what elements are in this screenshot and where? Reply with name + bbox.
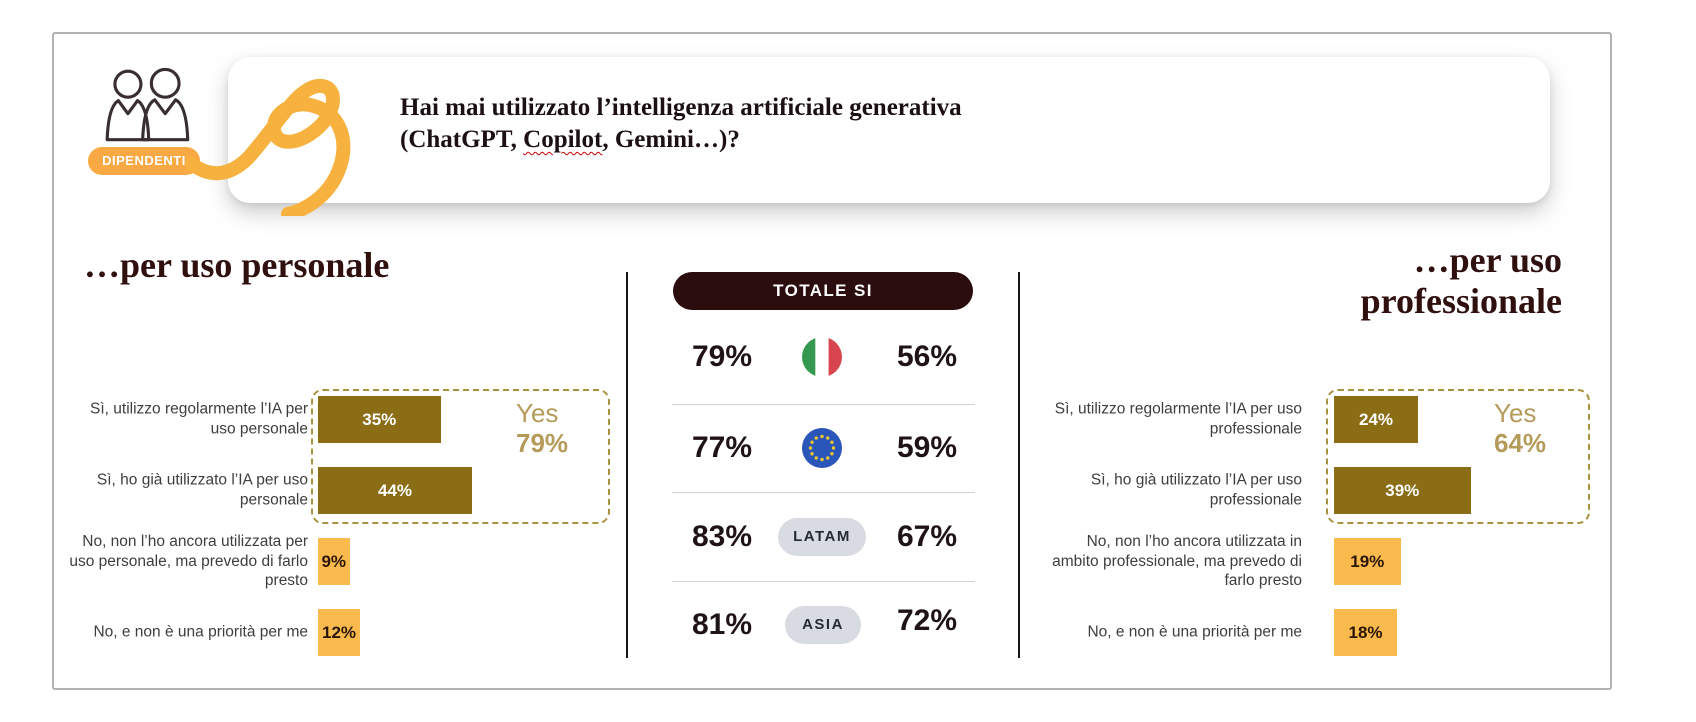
professional-bar: 19% [1334,538,1401,585]
personal-bar: 44% [318,467,472,514]
question-title: Hai mai utilizzato l’intelligenza artifi… [400,92,962,156]
professional-yes-group-box [1326,389,1590,524]
professional-bar: 18% [1334,609,1397,656]
total-professional-value: 59% [896,431,958,464]
total-personal-value: 77% [691,431,753,464]
professional-bar-label: No, e non è una priorità per me [1087,623,1302,641]
latam-region-pill: LATAM [778,518,866,556]
total-personal-value: 83% [691,520,753,553]
total-professional-value: 56% [896,340,958,373]
divider-right [1018,272,1020,658]
totals-row-divider [672,404,975,405]
personal-yes-total: Yes 79% [516,398,569,458]
personal-bar-label: Sì, ho già utilizzato l’IA per uso perso… [96,471,308,509]
professional-yes-total: Yes 64% [1494,398,1547,458]
total-personal-value: 79% [691,340,753,373]
bar-value: 19% [1350,552,1385,571]
personal-yes-group-box [311,389,610,524]
spellcheck-word: Copilot [523,126,603,153]
divider-left [626,272,628,658]
employees-people-icon [105,67,190,142]
personal-bar-label: Sì, utilizzo regolarmente l’IA per uso p… [90,400,308,438]
bar-value: 39% [1385,481,1420,500]
bar-value: 9% [321,552,347,571]
bar-value: 24% [1358,410,1394,429]
bar-value: 12% [321,623,357,642]
personal-bar: 12% [318,609,360,656]
personal-bar-label: No, e non è una priorità per me [93,623,308,641]
total-professional-value: 67% [896,520,958,553]
personal-bar: 9% [318,538,350,585]
question-line2: (ChatGPT, Copilot, Gemini…)? [400,126,740,153]
asia-region-pill: ASIA [785,606,861,644]
bar-value: 35% [362,410,397,429]
question-line1: Hai mai utilizzato l’intelligenza artifi… [400,94,962,121]
total-personal-value: 81% [691,608,753,641]
professional-bar: 24% [1334,396,1418,443]
professional-bar-label: Sì, utilizzo regolarmente l’IA per uso p… [1054,400,1302,438]
eu-flag-icon [802,428,842,468]
professional-bar-label: No, non l’ho ancora utilizzata in ambito… [1052,532,1302,589]
totals-title: TOTALE SI [673,272,973,310]
professional-bar-label: Sì, ho già utilizzato l’IA per uso profe… [1090,471,1302,509]
italy-flag-icon [802,337,842,377]
professional-bar: 39% [1334,467,1471,514]
audience-badge: DIPENDENTI [88,147,200,175]
personal-section-title: …per uso personale [84,245,390,285]
totals-row-divider [672,581,975,582]
totals-row-divider [672,492,975,493]
personal-bar: 35% [318,396,441,443]
question-card [228,57,1550,203]
brand-swoosh-icon [186,79,351,216]
personal-bar-label: No, non l’ho ancora utilizzata per uso p… [69,532,308,589]
professional-section-title: …per uso professionale [1360,240,1562,321]
total-professional-value: 72% [896,604,958,637]
bar-value: 18% [1348,623,1383,642]
bar-value: 44% [377,481,413,500]
